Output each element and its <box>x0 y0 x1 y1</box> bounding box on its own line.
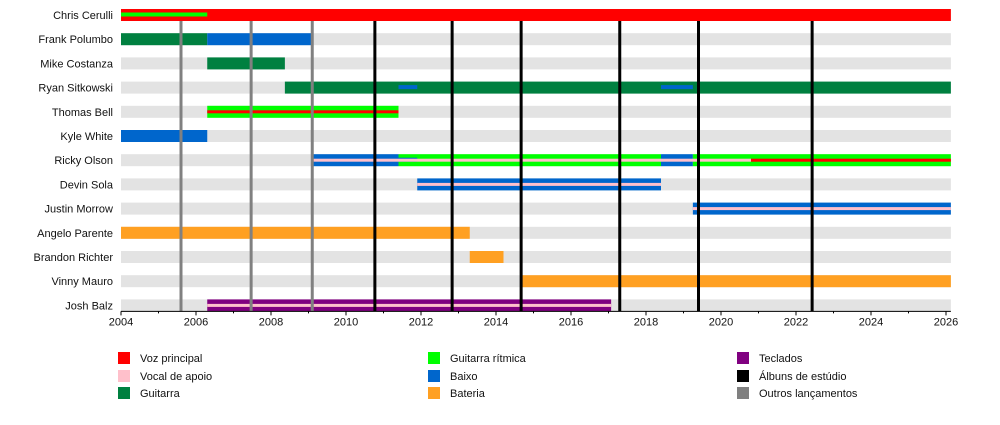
member-name: Devin Sola <box>60 179 114 191</box>
bar-bass <box>398 85 418 90</box>
member-name: Vinny Mauro <box>51 276 113 288</box>
bar-bass <box>661 85 693 90</box>
legend-swatch-album <box>737 370 749 382</box>
legend-label: Bateria <box>450 388 486 400</box>
bar-backing <box>207 303 612 307</box>
row-background <box>121 33 951 46</box>
legend-swatch-vocals <box>118 352 130 364</box>
bar-vocals <box>207 110 399 114</box>
member-name: Ryan Sitkowski <box>38 83 113 95</box>
x-tick-label: 2020 <box>709 316 733 328</box>
bar-rhythm <box>121 12 208 17</box>
bar-drums <box>121 226 470 239</box>
row-background <box>121 130 951 142</box>
member-name: Ricky Olson <box>54 155 113 167</box>
legend-label: Outros lançamentos <box>759 388 858 400</box>
bar-bass <box>121 130 208 142</box>
x-tick-label: 2022 <box>784 316 808 328</box>
bar-vocals <box>121 9 951 21</box>
legend-swatch-bass <box>428 370 440 382</box>
x-tick-label: 2018 <box>634 316 658 328</box>
x-tick-label: 2024 <box>859 316 883 328</box>
member-name: Frank Polumbo <box>38 34 113 46</box>
legend-label: Guitarra rítmica <box>450 353 527 365</box>
legend-swatch-drums <box>428 387 440 399</box>
bar-guitar <box>121 33 208 46</box>
bar-drums <box>522 275 951 288</box>
bar-vocals <box>751 158 951 162</box>
legend-label: Guitarra <box>140 388 181 400</box>
legend-label: Baixo <box>450 371 478 383</box>
legend-label: Vocal de apoio <box>140 371 212 383</box>
legend-swatch-keys <box>737 352 749 364</box>
x-tick-label: 2012 <box>409 316 433 328</box>
bar-guitar <box>207 57 285 70</box>
x-tick-label: 2026 <box>934 316 958 328</box>
x-tick-label: 2004 <box>109 316 133 328</box>
bar-guitar <box>284 81 951 94</box>
member-name: Angelo Parente <box>37 228 113 240</box>
x-tick-label: 2008 <box>259 316 283 328</box>
member-name: Chris Cerulli <box>53 10 113 22</box>
bar-backing <box>692 207 951 211</box>
member-name: Thomas Bell <box>52 107 113 119</box>
bar-drums <box>469 251 504 263</box>
member-name: Brandon Richter <box>34 252 114 264</box>
x-tick-label: 2010 <box>334 316 358 328</box>
x-tick-label: 2006 <box>184 316 208 328</box>
legend-swatch-other <box>737 387 749 399</box>
bar-bass <box>207 33 313 46</box>
row-background <box>121 251 951 263</box>
member-name: Mike Costanza <box>40 58 114 70</box>
x-tick-label: 2016 <box>559 316 583 328</box>
legend-label: Álbuns de estúdio <box>759 370 846 383</box>
row-background <box>121 57 951 70</box>
bar-backing <box>312 158 751 162</box>
member-name: Justin Morrow <box>45 204 114 216</box>
legend-label: Teclados <box>759 353 803 365</box>
legend-label: Voz principal <box>140 353 202 365</box>
bar-backing <box>417 182 661 186</box>
x-tick-label: 2014 <box>484 316 508 328</box>
legend-swatch-backing <box>118 370 130 382</box>
legend-swatch-rhythm <box>428 352 440 364</box>
member-name: Josh Balz <box>65 300 113 312</box>
member-name: Kyle White <box>60 131 113 143</box>
legend-swatch-guitar <box>118 387 130 399</box>
